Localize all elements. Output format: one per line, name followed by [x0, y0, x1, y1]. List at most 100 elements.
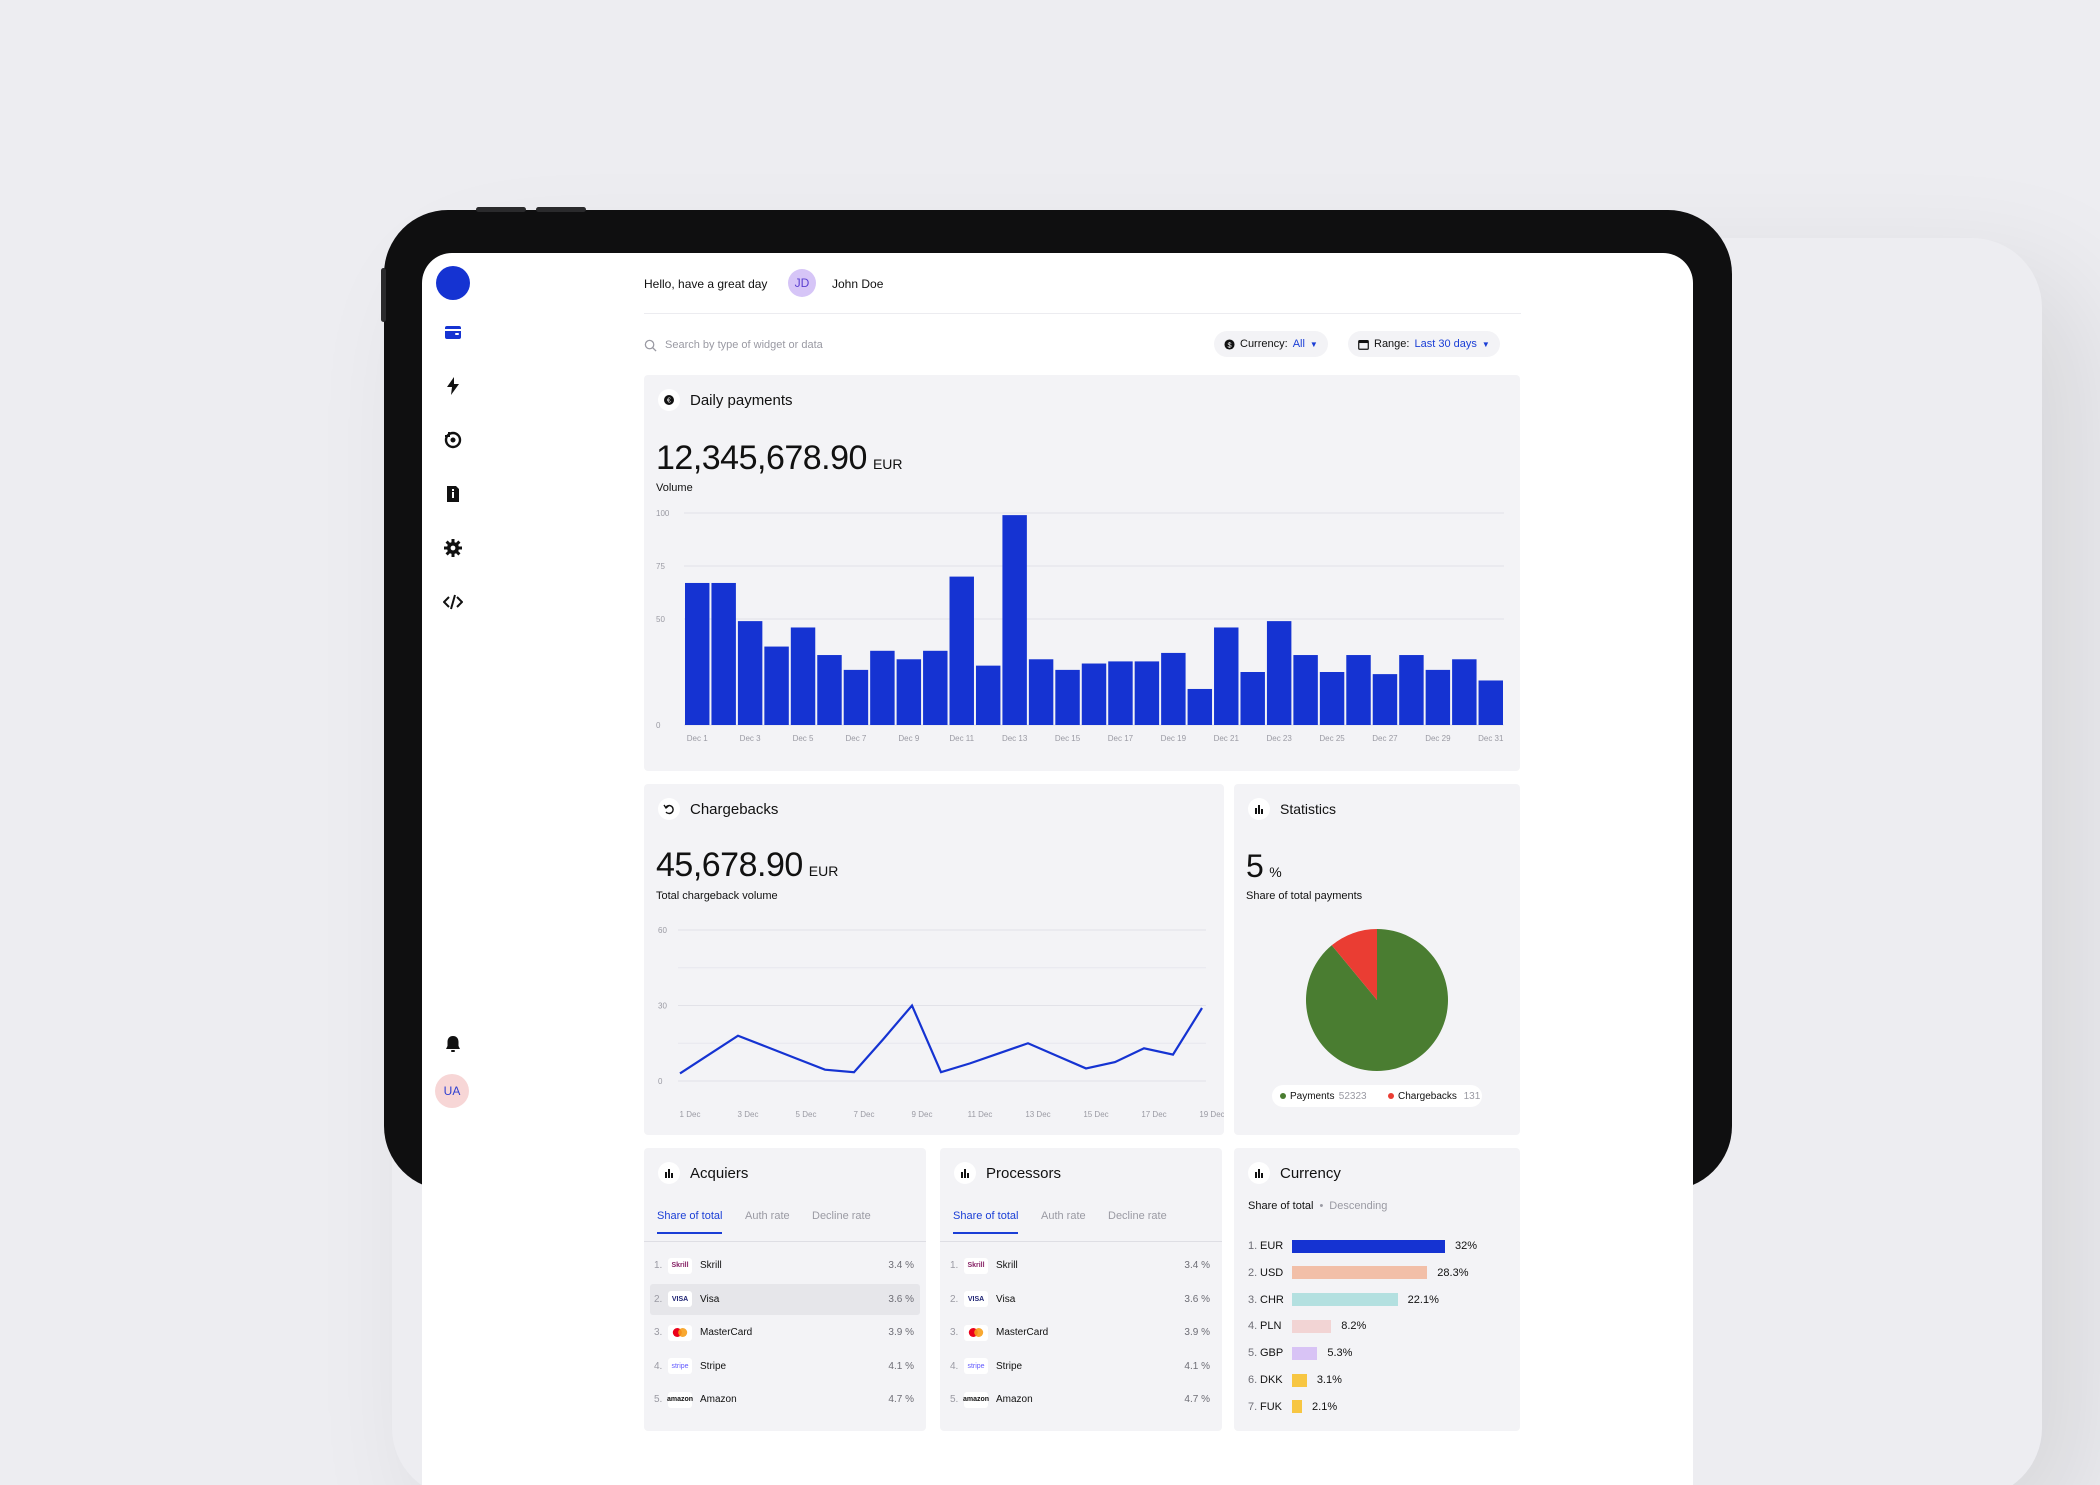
y-tick-label: 30 [658, 1002, 667, 1011]
bar-dec-20 [1187, 688, 1213, 725]
y-tick-label: 60 [658, 926, 667, 935]
currency-row[interactable]: 4. PLN 8.2% [1248, 1316, 1510, 1336]
list-item[interactable]: 5. amazon Amazon 4.7 % [650, 1384, 920, 1415]
bar-dec-24 [1293, 655, 1318, 725]
tab-share-of-total[interactable]: Share of total [657, 1210, 723, 1234]
tab-decline-rate[interactable]: Decline rate [812, 1210, 871, 1222]
daily-payments-card: € Daily payments 12,345,678.90 EUR Volume… [644, 375, 1520, 771]
bar-dec-7 [843, 669, 869, 725]
user-name[interactable]: John Doe [832, 277, 884, 291]
chevron-down-icon: ▼ [1309, 339, 1318, 349]
gear-icon[interactable] [438, 533, 468, 563]
x-tick-label: Dec 9 [898, 734, 919, 743]
rank: 3. [654, 1327, 663, 1338]
list-item[interactable]: 3. MasterCard 3.9 % [946, 1317, 1216, 1348]
search-icon [644, 339, 657, 352]
bar-dec-10 [923, 650, 948, 725]
bar-dec-2 [711, 582, 736, 725]
bar-dec-3 [737, 621, 763, 725]
code-icon[interactable] [438, 587, 468, 617]
stripe-logo: stripe [668, 1358, 692, 1374]
currency-percent: 3.1% [1316, 1374, 1342, 1386]
y-tick-label: 0 [656, 721, 661, 730]
app-logo[interactable] [436, 266, 470, 300]
x-tick-label: Dec 1 [687, 734, 708, 743]
list-item[interactable]: 1. Skrill Skrill 3.4 % [650, 1250, 920, 1281]
bell-icon[interactable] [438, 1029, 468, 1059]
currency-row[interactable]: 5. GBP 5.3% [1248, 1343, 1510, 1363]
chargebacks-card: Chargebacks 45,678.90 EUR Total chargebac… [644, 784, 1224, 1135]
user-avatar-bottom[interactable]: UA [435, 1074, 469, 1108]
bar-dec-22 [1240, 672, 1265, 725]
search-bar[interactable]: Search by type of widget or data [644, 333, 944, 357]
statistics-amount-value: 5 [1246, 848, 1264, 884]
range-filter[interactable]: Range: Last 30 days ▼ [1348, 331, 1500, 357]
legend-label: Payments [1290, 1091, 1334, 1102]
amazon-logo: amazon [667, 1391, 693, 1408]
currency-row[interactable]: 6. DKK 3.1% [1248, 1370, 1510, 1390]
wallet-icon[interactable] [438, 317, 468, 347]
bar-dec-16 [1081, 663, 1107, 725]
svg-text:€: € [667, 398, 671, 405]
amazon-logo: amazon [963, 1391, 989, 1408]
list-item[interactable]: 1. Skrill Skrill 3.4 % [946, 1250, 1216, 1281]
currency-code: GBP [1260, 1347, 1284, 1360]
daily-amount-value: 12,345,678.90 [656, 439, 867, 477]
list-item-percent: 4.7 % [888, 1394, 914, 1405]
list-item[interactable]: 5. amazon Amazon 4.7 % [946, 1384, 1216, 1415]
bar-dec-11 [949, 576, 974, 725]
currency-row[interactable]: 1. EUR 32% [1248, 1236, 1510, 1256]
currency-code: USD [1260, 1266, 1284, 1279]
currency-filter[interactable]: $ Currency: All ▼ [1214, 331, 1328, 357]
document-icon[interactable] [438, 479, 468, 509]
list-item[interactable]: 2. VISA Visa 3.6 % [650, 1283, 920, 1315]
bar-dec-29 [1425, 669, 1451, 725]
list-item-percent: 3.9 % [1184, 1327, 1210, 1338]
list-item[interactable]: 2. VISA Visa 3.6 % [946, 1284, 1216, 1315]
tab-decline-rate[interactable]: Decline rate [1108, 1210, 1167, 1222]
currency-sort[interactable]: Share of total • Descending [1248, 1200, 1387, 1212]
visa-logo: VISA [964, 1291, 988, 1307]
chevron-down-icon: ▼ [1481, 339, 1490, 349]
processors-title: Processors [986, 1164, 1062, 1182]
currency-code: CHR [1260, 1293, 1284, 1306]
list-item[interactable]: 4. stripe Stripe 4.1 % [946, 1351, 1216, 1382]
currency-row[interactable]: 7. FUK 2.1% [1248, 1397, 1510, 1417]
currency-percent: 2.1% [1312, 1400, 1338, 1413]
chargebacks-label: Total chargeback volume [656, 890, 778, 902]
currency-row[interactable]: 3. CHR 22.1% [1248, 1290, 1510, 1310]
bolt-icon[interactable] [438, 371, 468, 401]
daily-payments-label: Volume [656, 482, 693, 494]
bar-dec-8 [870, 650, 895, 725]
tab-auth-rate[interactable]: Auth rate [1041, 1210, 1086, 1222]
x-tick-label: 13 Dec [1025, 1110, 1050, 1119]
chargebacks-header: Chargebacks [658, 798, 778, 820]
rank: 1. [654, 1260, 663, 1271]
tablet-button-top-2 [536, 207, 586, 212]
currency-row[interactable]: 2. USD 28.3% [1248, 1263, 1510, 1283]
statistics-label: Share of total payments [1246, 890, 1363, 902]
rank: 3. [950, 1327, 959, 1338]
acquirers-card: Acquiers Share of total Auth rate Declin… [644, 1148, 926, 1431]
svg-text:$: $ [1227, 340, 1231, 349]
bar-dec-6 [817, 655, 842, 725]
bar-dec-21 [1214, 627, 1239, 725]
refresh-icon[interactable] [438, 425, 468, 455]
list-item[interactable]: 4. stripe Stripe 4.1 % [650, 1351, 920, 1382]
currency-icon: $ [1224, 338, 1235, 350]
daily-amount-unit: EUR [872, 456, 903, 472]
tab-auth-rate[interactable]: Auth rate [745, 1210, 790, 1222]
mastercard-logo [964, 1324, 988, 1341]
user-avatar[interactable]: JD [788, 269, 816, 297]
rank: 4. [654, 1360, 663, 1372]
currency-percent: 32% [1455, 1240, 1478, 1252]
tab-share-of-total[interactable]: Share of total [953, 1210, 1019, 1234]
mastercard-logo [668, 1324, 692, 1341]
search-placeholder[interactable]: Search by type of widget or data [665, 339, 823, 351]
list-item[interactable]: 3. MasterCard 3.9 % [650, 1317, 920, 1348]
bar-dec-23 [1266, 621, 1292, 725]
chargebacks-series-line [679, 1003, 1203, 1075]
x-tick-label: Dec 19 [1161, 734, 1187, 743]
acquirers-title: Acquiers [690, 1164, 749, 1182]
legend-value: 131 [1464, 1091, 1481, 1102]
